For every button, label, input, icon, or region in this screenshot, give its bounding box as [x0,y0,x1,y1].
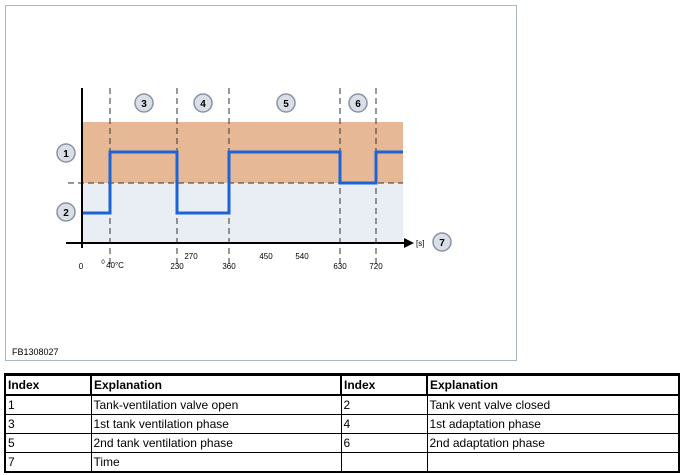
legend-index: 4 [340,414,428,434]
tick-small-0: 0 [101,260,105,266]
valve-signal-line [83,150,403,215]
tick-230: 230 [170,262,184,271]
legend-index [340,452,428,473]
legend-explanation: 1st adaptation phase [426,414,680,434]
tick-450: 450 [259,252,273,261]
callout-7: 7 [432,232,452,252]
callout-4: 4 [193,93,213,113]
legend-explanation: 2nd tank ventilation phase [90,433,342,453]
legend-explanation: 1st tank ventilation phase [90,414,342,434]
table-row: 1 Tank-ventilation valve open 2 Tank ven… [4,394,680,415]
callout-6-label: 6 [355,99,361,110]
diagram-figure: 1 2 3 4 5 6 7 [s] 0 0 [5,5,517,361]
callout-6: 6 [348,93,368,113]
x-axis-arrow [404,238,414,248]
legend-index: 6 [340,433,428,453]
legend-index: 1 [4,394,92,415]
header-explanation-2: Explanation [426,373,680,396]
callout-3: 3 [134,93,154,113]
header-index-2: Index [340,373,428,396]
callout-1: 1 [56,143,76,163]
figure-id-label: FB1308027 [12,347,59,357]
legend-explanation: Time [90,452,342,473]
table-row: 7 Time [4,452,680,473]
header-explanation-1: Explanation [90,373,342,396]
tick-630: 630 [333,262,347,271]
callout-1-label: 1 [63,149,69,160]
x-axis-unit: [s] [416,239,424,248]
legend-header-row: Index Explanation Index Explanation [4,373,680,396]
tick-540: 540 [295,252,309,261]
tick-270: 270 [184,252,198,261]
callout-5: 5 [276,93,296,113]
legend-explanation: Tank-ventilation valve open [90,394,342,415]
legend-index: 3 [4,414,92,434]
legend-explanation: 2nd adaptation phase [426,433,680,453]
legend-index: 7 [4,452,92,473]
callout-2-label: 2 [63,208,69,219]
tick-40c: 40°C [106,261,124,270]
closed-band [83,183,403,242]
legend-explanation [426,452,680,473]
phase-dividers [68,88,403,264]
callout-7-label: 7 [439,238,445,249]
callout-5-label: 5 [283,99,289,110]
tick-0: 0 [79,262,84,271]
legend-index: 2 [340,394,428,415]
legend-table: Index Explanation Index Explanation 1 Ta… [4,373,680,473]
table-row: 3 1st tank ventilation phase 4 1st adapt… [4,414,680,434]
legend-explanation: Tank vent valve closed [426,394,680,415]
legend-index: 5 [4,433,92,453]
table-row: 5 2nd tank ventilation phase 6 2nd adapt… [4,433,680,453]
callout-4-label: 4 [200,99,206,110]
callout-2: 2 [56,202,76,222]
callout-3-label: 3 [141,99,147,110]
diagram-svg: 1 2 3 4 5 6 7 [s] 0 0 [56,88,452,271]
tick-360: 360 [222,262,236,271]
header-index-1: Index [4,373,92,396]
tick-720: 720 [369,262,383,271]
